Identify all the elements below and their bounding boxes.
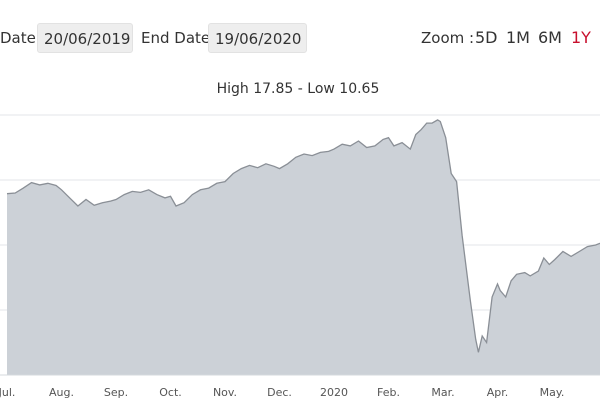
x-tick-label: Jul.	[0, 386, 15, 399]
x-tick-label: Feb.	[377, 386, 400, 399]
x-tick-label: Dec.	[267, 386, 292, 399]
end-date-label: End Date	[141, 29, 211, 47]
date-range-toolbar: Date 20/06/2019 End Date 19/06/2020 Zoom…	[0, 0, 600, 60]
x-tick-label: Sep.	[104, 386, 128, 399]
x-tick-label: 2020	[320, 386, 348, 399]
chart-subtitle: High 17.85 - Low 10.65	[217, 81, 380, 97]
x-tick-label: Mar.	[431, 386, 454, 399]
price-line	[6, 119, 600, 353]
x-tick-label: Aug.	[49, 386, 74, 399]
start-date-field[interactable]: 20/06/2019	[37, 23, 133, 53]
x-tick-label: Apr.	[487, 386, 509, 399]
zoom-6m-button[interactable]: 6M	[538, 28, 562, 47]
price-area	[7, 119, 600, 375]
price-series	[6, 119, 600, 375]
zoom-label: Zoom :	[421, 29, 475, 47]
zoom-1m-button[interactable]: 1M	[506, 28, 530, 47]
x-tick-label: May.	[540, 386, 565, 399]
zoom-1y-button[interactable]: 1Y	[571, 28, 591, 47]
zoom-5d-button[interactable]: 5D	[475, 28, 498, 47]
end-date-field[interactable]: 19/06/2020	[208, 23, 307, 53]
x-tick-label: Oct.	[159, 386, 182, 399]
x-tick-label: Nov.	[213, 386, 237, 399]
x-axis-ticks: Jul. Aug. Sep. Oct. Nov. Dec. 2020 Feb. Mar. Apr.…	[0, 386, 564, 399]
start-date-label: Date	[0, 29, 36, 47]
